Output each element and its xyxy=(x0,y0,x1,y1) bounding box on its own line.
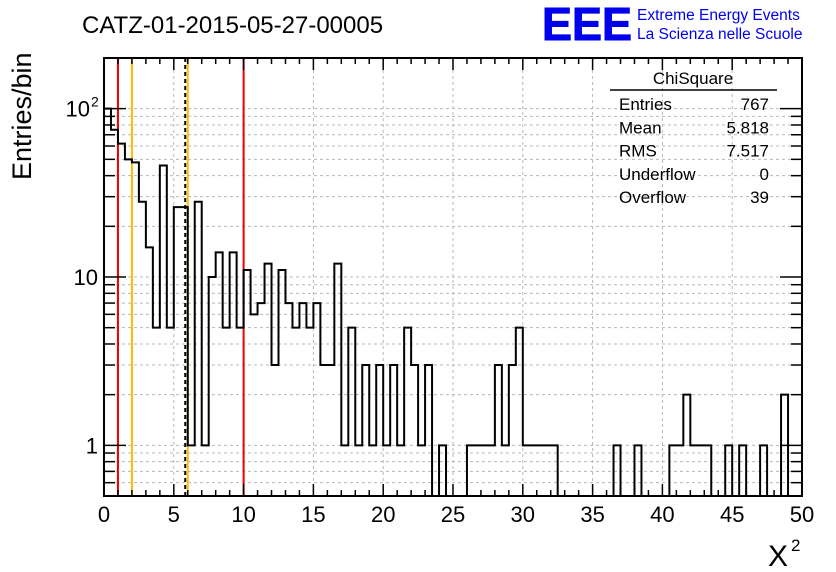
stats-label: Entries xyxy=(619,95,672,114)
x-tick-labels: 0 5 10 15 20 25 30 35 40 45 50 xyxy=(98,502,814,527)
stats-value: 767 xyxy=(741,95,769,114)
x-tick-label: 5 xyxy=(168,502,180,527)
stats-label: Overflow xyxy=(619,188,687,207)
logo-line-2: La Scienza nelle Scuole xyxy=(637,26,802,43)
x-tick-label: 10 xyxy=(231,502,255,527)
stats-label: Underflow xyxy=(619,165,696,184)
x-tick-label: 25 xyxy=(441,502,465,527)
stats-value: 5.818 xyxy=(726,118,769,137)
stats-label: RMS xyxy=(619,142,657,161)
x-tick-label: 15 xyxy=(301,502,325,527)
logo-mark: EEE xyxy=(542,0,632,50)
axis-ticks xyxy=(103,57,803,497)
x-axis-label: X 2 xyxy=(768,536,800,572)
x-tick-label: 50 xyxy=(790,502,814,527)
grid-lines xyxy=(104,58,802,496)
y-tick-label: 10 xyxy=(74,265,98,290)
y-tick-exponent: 2 xyxy=(91,94,99,110)
x-tick-label: 0 xyxy=(98,502,110,527)
histogram-outline xyxy=(104,107,802,497)
logo-line-1: Extreme Energy Events xyxy=(637,7,800,24)
svg-text:2: 2 xyxy=(791,536,800,555)
x-tick-label: 20 xyxy=(371,502,395,527)
y-axis-label: Entries/bin xyxy=(7,52,37,180)
y-tick-label: 10 xyxy=(66,97,90,122)
x-tick-label: 35 xyxy=(580,502,604,527)
x-tick-label: 40 xyxy=(650,502,674,527)
svg-text:X: X xyxy=(768,540,788,572)
x-tick-label: 30 xyxy=(511,502,535,527)
stats-box: ChiSquare Entries 767 Mean 5.818 RMS 7.517 Und… xyxy=(610,69,777,207)
y-tick-label: 1 xyxy=(86,433,98,458)
chart-title: CATZ-01-2015-05-27-00005 xyxy=(82,12,383,39)
stats-label: Mean xyxy=(619,118,662,137)
stats-value: 7.517 xyxy=(726,142,769,161)
stats-title: ChiSquare xyxy=(653,69,733,88)
stats-value: 0 xyxy=(760,165,769,184)
x-tick-label: 45 xyxy=(720,502,744,527)
stats-value: 39 xyxy=(750,188,769,207)
